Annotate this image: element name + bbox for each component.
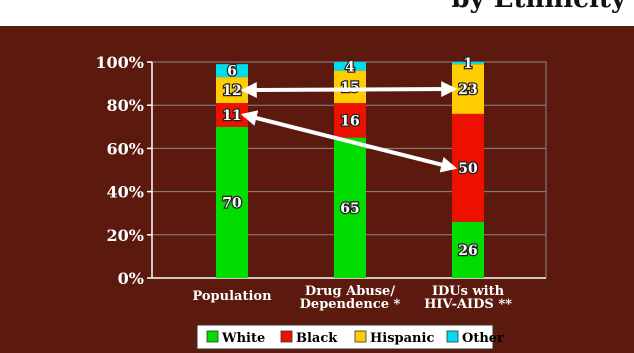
data-label: 1 bbox=[463, 56, 473, 72]
legend-swatch-other bbox=[446, 330, 459, 343]
y-tick-label: 40% bbox=[107, 183, 144, 202]
title-bar: by Ethnicity bbox=[0, 0, 634, 26]
data-label: 26 bbox=[458, 243, 477, 259]
y-tick-label: 0% bbox=[118, 269, 144, 288]
bar-segment-other bbox=[452, 62, 484, 65]
y-tick-label: 80% bbox=[107, 96, 144, 115]
slide-title-fragment: by Ethnicity bbox=[451, 0, 626, 14]
y-tick-label: 20% bbox=[107, 226, 144, 245]
data-label: 65 bbox=[340, 201, 359, 217]
y-tick-label: 60% bbox=[107, 139, 144, 158]
legend-swatch-hispanic bbox=[354, 330, 367, 343]
comparison-arrow bbox=[240, 81, 458, 99]
bar-segment-white bbox=[452, 221, 484, 278]
data-label: 70 bbox=[222, 195, 242, 211]
x-category-label: IDUs with bbox=[432, 284, 505, 299]
legend bbox=[196, 324, 494, 350]
legend-label: White bbox=[221, 331, 265, 346]
data-label: 50 bbox=[458, 161, 478, 177]
bar-segment-other bbox=[216, 64, 248, 78]
data-label: 4 bbox=[345, 59, 355, 75]
bar-segment-hispanic bbox=[452, 64, 484, 114]
data-label: 12 bbox=[222, 83, 241, 99]
data-label: 11 bbox=[222, 108, 241, 124]
legend-label: Hispanic bbox=[370, 331, 434, 346]
bar-segment-black bbox=[452, 113, 484, 222]
legend-swatch-white bbox=[206, 330, 219, 343]
data-label: 6 bbox=[227, 64, 237, 80]
bar-segment-other bbox=[334, 62, 366, 71]
legend-label: Other bbox=[462, 331, 504, 346]
comparison-arrow bbox=[240, 110, 458, 173]
x-category-label: HIV-AIDS ** bbox=[424, 297, 512, 312]
y-tick-label: 100% bbox=[95, 53, 144, 72]
data-label: 16 bbox=[340, 113, 359, 129]
legend-swatch-black bbox=[280, 330, 293, 343]
data-label: 23 bbox=[458, 82, 477, 98]
x-category-label: Dependence * bbox=[300, 297, 401, 312]
x-category-label: Population bbox=[192, 289, 272, 304]
legend-label: Black bbox=[296, 331, 338, 346]
bar-segment-black bbox=[216, 103, 248, 127]
x-category-label: Drug Abuse/ bbox=[305, 284, 395, 299]
